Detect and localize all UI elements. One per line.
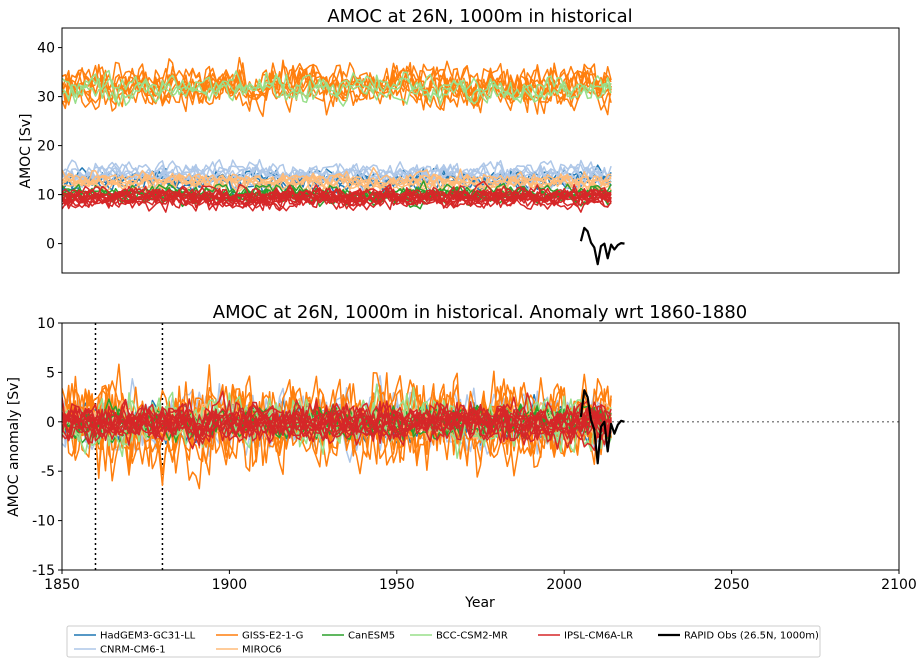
legend-label: RAPID Obs (26.5N, 1000m) <box>684 631 819 642</box>
x-tick-label: 1950 <box>379 577 415 593</box>
y-tick-label: 20 <box>37 139 55 155</box>
legend-label: BCC-CSM2-MR <box>436 631 508 642</box>
top-y-axis-label: AMOC [Sv] <box>18 114 34 189</box>
y-tick-label: 40 <box>37 41 55 57</box>
bottom-plot-area: -15 -10 -5 0 5 10 1850 1900 1950 2000 2050 2100 <box>32 316 917 593</box>
y-tick-label: -10 <box>32 514 55 530</box>
axes-frame <box>61 27 900 274</box>
y-tick-label: 5 <box>46 365 55 381</box>
y-tick-label: 0 <box>46 237 55 253</box>
x-tick-label: 1900 <box>212 577 248 593</box>
series-line-ipsl-cm6a-lr <box>62 187 612 211</box>
series-line-miroc6 <box>62 169 612 191</box>
series-line-bcc-csm2-mr <box>62 77 612 107</box>
series-line-bcc-csm2-mr <box>62 71 612 107</box>
plot-inner <box>62 56 625 266</box>
series-line-giss-e2-1-g <box>62 60 612 108</box>
y-tick-label: 10 <box>37 188 55 204</box>
bottom-chart-title: AMOC at 26N, 1000m in historical. Anomal… <box>213 302 747 323</box>
bottom-x-axis-label: Year <box>464 595 495 611</box>
legend-label: CNRM-CM6-1 <box>100 645 166 656</box>
x-tick-label: 2050 <box>714 577 750 593</box>
y-tick-label: -5 <box>41 464 55 480</box>
axes-frame <box>61 322 900 571</box>
series-line-ipsl-cm6a-lr <box>62 401 612 446</box>
legend-frame <box>66 625 821 658</box>
y-tick-label: 0 <box>46 415 55 431</box>
legend-label: MIROC6 <box>242 645 282 656</box>
y-tick-label: -15 <box>32 563 55 579</box>
plot-inner <box>62 323 899 570</box>
legend-label: GISS-E2-1-G <box>242 631 303 642</box>
observation-line <box>579 389 625 465</box>
legend: HadGEM3-GC31-LL CNRM-CM6-1 GISS-E2-1-G MIRO… <box>66 625 821 658</box>
legend-label: CanESM5 <box>348 631 395 642</box>
x-tick-label: 1850 <box>44 577 80 593</box>
top-plot-area: 0 10 20 30 40 <box>37 27 900 274</box>
y-tick-label: 10 <box>37 316 55 332</box>
series-line-ipsl-cm6a-lr <box>62 400 612 452</box>
x-tick-label: 2000 <box>546 577 582 593</box>
bottom-panel: AMOC at 26N, 1000m in historical. Anomal… <box>6 302 917 611</box>
bottom-y-axis-label: AMOC anomaly [Sv] <box>6 377 22 517</box>
legend-label: HadGEM3-GC31-LL <box>100 631 196 642</box>
series-line-ipsl-cm6a-lr <box>62 396 612 450</box>
observation-line <box>579 226 625 266</box>
x-tick-label: 2100 <box>881 577 917 593</box>
top-panel: AMOC at 26N, 1000m in historical AMOC [S… <box>18 6 900 274</box>
legend-label: IPSL-CM6A-LR <box>564 631 633 642</box>
y-tick-label: 30 <box>37 90 55 106</box>
top-chart-title: AMOC at 26N, 1000m in historical <box>327 6 632 27</box>
